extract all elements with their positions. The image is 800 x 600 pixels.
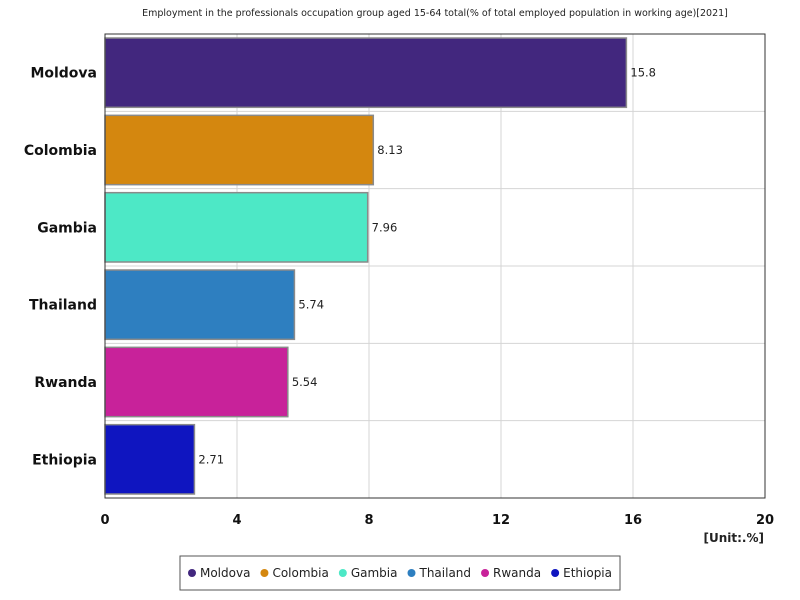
legend-marker bbox=[338, 569, 347, 577]
bar-gambia bbox=[104, 191, 369, 263]
category-labels: Moldova Colombia Gambia Thailand Rwanda Ethio… bbox=[24, 66, 97, 469]
x-tick-label: 0 bbox=[100, 513, 109, 528]
legend-marker bbox=[187, 569, 196, 577]
category-label: Moldova bbox=[30, 66, 97, 82]
x-tick-label: 16 bbox=[624, 513, 642, 528]
legend-entry: Gambia bbox=[351, 566, 398, 580]
bar-value-label: 5.54 bbox=[292, 375, 318, 389]
legend-box bbox=[179, 555, 621, 591]
legend-entry: Colombia bbox=[272, 566, 328, 580]
legend-marker bbox=[551, 569, 560, 577]
x-tick-label: 8 bbox=[364, 513, 373, 528]
category-label: Gambia bbox=[37, 220, 97, 236]
plot-frame bbox=[104, 33, 766, 499]
legend-marker bbox=[407, 569, 416, 577]
x-tick-label: 4 bbox=[232, 513, 241, 528]
legend-entry: Thailand bbox=[418, 566, 471, 580]
bar-value-label: 15.8 bbox=[630, 66, 656, 80]
legend-marker bbox=[260, 569, 269, 577]
bar-value-labels: 15.8 8.13 7.96 5.74 5.54 2.71 bbox=[198, 66, 656, 467]
x-axis-ticks: 0 4 8 12 16 20 bbox=[100, 513, 774, 528]
bar-value-label: 2.71 bbox=[198, 452, 224, 466]
x-tick-label: 12 bbox=[492, 513, 510, 528]
bar-colombia bbox=[104, 114, 375, 186]
bar-value-label: 5.74 bbox=[298, 298, 324, 312]
bar-ethiopia bbox=[104, 423, 196, 495]
chart-title: Employment in the professionals occupati… bbox=[142, 8, 728, 19]
legend-entry: Moldova bbox=[200, 566, 250, 580]
bar-value-label: 8.13 bbox=[377, 143, 403, 157]
legend-entry: Rwanda bbox=[493, 566, 541, 580]
category-label: Thailand bbox=[29, 298, 97, 314]
category-label: Rwanda bbox=[34, 375, 97, 391]
category-label: Colombia bbox=[24, 143, 97, 159]
bar-value-label: 7.96 bbox=[372, 220, 398, 234]
bar-rwanda bbox=[104, 346, 289, 418]
legend: Moldova Colombia Gambia Thailand Rwanda Ethio… bbox=[179, 555, 621, 591]
category-label: Ethiopia bbox=[32, 452, 97, 468]
x-tick-label: 20 bbox=[756, 513, 774, 528]
legend-entry: Ethiopia bbox=[563, 566, 612, 580]
bar-thailand bbox=[104, 269, 296, 341]
unit-label: [Unit:.%] bbox=[704, 531, 765, 545]
bar-moldova bbox=[104, 37, 628, 109]
legend-marker bbox=[481, 569, 490, 577]
